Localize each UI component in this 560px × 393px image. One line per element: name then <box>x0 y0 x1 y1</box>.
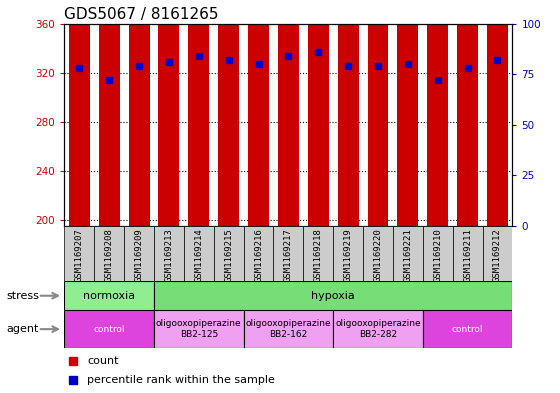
Bar <box>69 0 90 226</box>
Bar <box>338 0 358 226</box>
Bar <box>244 226 273 281</box>
Text: normoxia: normoxia <box>83 291 136 301</box>
Text: GSM1169216: GSM1169216 <box>254 229 263 283</box>
Text: control: control <box>452 325 483 334</box>
Bar <box>244 310 333 348</box>
Bar <box>94 226 124 281</box>
Text: GSM1169209: GSM1169209 <box>134 229 143 283</box>
Bar <box>154 310 244 348</box>
Text: GSM1169218: GSM1169218 <box>314 229 323 283</box>
Bar <box>214 226 244 281</box>
Text: control: control <box>94 325 125 334</box>
Bar <box>367 0 389 226</box>
Bar <box>398 0 418 226</box>
Bar <box>363 226 393 281</box>
Bar <box>248 0 269 226</box>
Bar <box>427 0 448 226</box>
Bar <box>273 226 304 281</box>
Bar <box>487 0 508 226</box>
Text: oligooxopiperazine
BB2-282: oligooxopiperazine BB2-282 <box>335 320 421 339</box>
Bar <box>308 0 329 226</box>
Bar <box>154 226 184 281</box>
Bar <box>278 0 299 226</box>
Bar <box>423 310 512 348</box>
Bar <box>304 226 333 281</box>
Bar <box>184 226 214 281</box>
Text: oligooxopiperazine
BB2-125: oligooxopiperazine BB2-125 <box>156 320 241 339</box>
Text: GSM1169210: GSM1169210 <box>433 229 442 283</box>
Bar <box>188 0 209 226</box>
Text: GSM1169211: GSM1169211 <box>463 229 472 283</box>
Bar <box>154 281 512 310</box>
Text: GSM1169212: GSM1169212 <box>493 229 502 283</box>
Text: GSM1169220: GSM1169220 <box>374 229 382 283</box>
Bar <box>218 0 239 226</box>
Bar <box>124 226 154 281</box>
Bar <box>333 310 423 348</box>
Text: GSM1169219: GSM1169219 <box>344 229 353 283</box>
Bar <box>457 0 478 226</box>
Text: GSM1169208: GSM1169208 <box>105 229 114 283</box>
Text: count: count <box>87 356 119 366</box>
Text: GDS5067 / 8161265: GDS5067 / 8161265 <box>64 7 219 22</box>
Text: oligooxopiperazine
BB2-162: oligooxopiperazine BB2-162 <box>246 320 331 339</box>
Text: GSM1169217: GSM1169217 <box>284 229 293 283</box>
Bar <box>99 0 120 226</box>
Bar <box>129 0 150 226</box>
Text: percentile rank within the sample: percentile rank within the sample <box>87 375 275 386</box>
Bar <box>423 226 452 281</box>
Bar <box>333 226 363 281</box>
Bar <box>393 226 423 281</box>
Bar <box>452 226 483 281</box>
Text: hypoxia: hypoxia <box>311 291 355 301</box>
Text: stress: stress <box>7 290 40 301</box>
Bar <box>158 0 179 226</box>
Bar <box>64 310 154 348</box>
Bar <box>64 226 94 281</box>
Bar <box>64 281 154 310</box>
Text: GSM1169214: GSM1169214 <box>194 229 203 283</box>
Text: GSM1169215: GSM1169215 <box>224 229 233 283</box>
Bar <box>483 226 512 281</box>
Text: GSM1169221: GSM1169221 <box>403 229 412 283</box>
Text: GSM1169207: GSM1169207 <box>75 229 84 283</box>
Text: GSM1169213: GSM1169213 <box>165 229 174 283</box>
Text: agent: agent <box>7 324 39 334</box>
